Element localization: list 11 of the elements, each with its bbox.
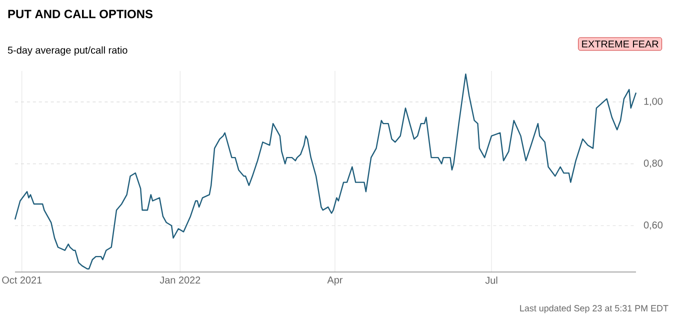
- x-tick-label: Jul: [485, 276, 498, 284]
- chart-subtitle: 5-day average put/call ratio: [8, 46, 128, 56]
- x-tick-label: Apr: [327, 276, 343, 286]
- text: Last updated Sep 23 at 5:31 PM EDT: [520, 304, 668, 314]
- y-tick-label: 0,60: [644, 222, 663, 230]
- x-tick-label: Jan 2022: [160, 276, 200, 284]
- text: EXTREME FEAR: [582, 40, 658, 48]
- y-tick-label: 0,80: [644, 160, 663, 168]
- chart-title: PUT AND CALL OPTIONS: [8, 10, 152, 18]
- y-tick-label: 1,00: [644, 98, 663, 106]
- x-tick-label: Oct 2021: [2, 276, 42, 284]
